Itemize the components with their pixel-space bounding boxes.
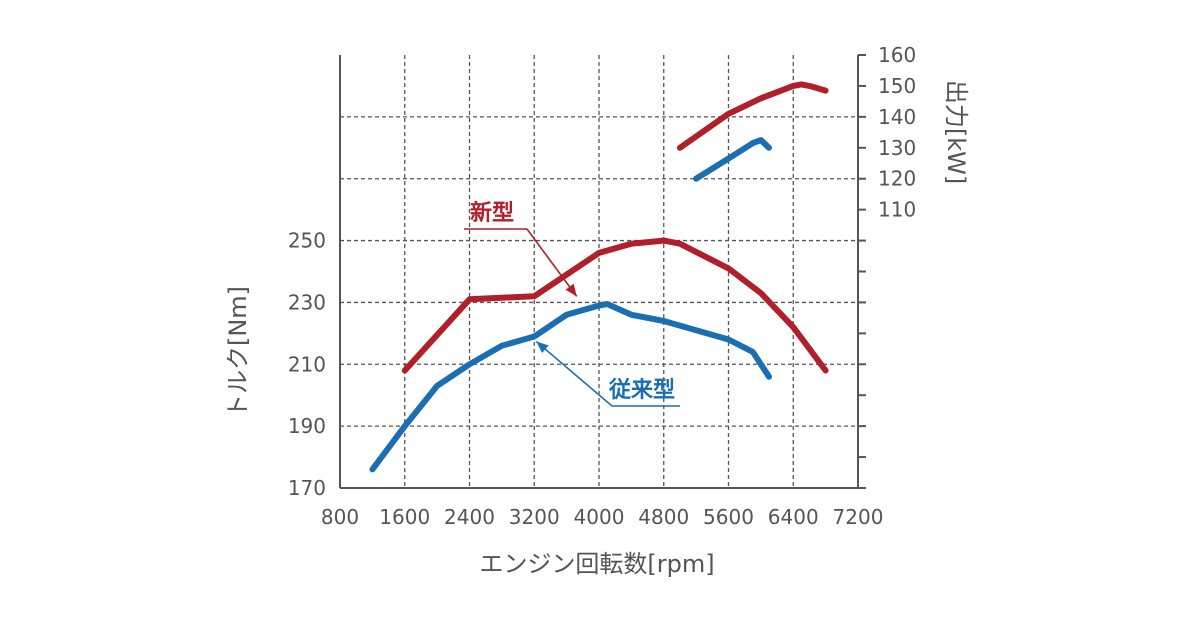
x-tick-label: 4000 — [574, 505, 625, 529]
x-tick-label: 6400 — [768, 505, 819, 529]
x-tick-label: 5600 — [703, 505, 754, 529]
y-left-tick-label: 230 — [288, 290, 326, 314]
y-axis-right-title: 出力[kW] — [942, 80, 970, 184]
annotations — [464, 228, 680, 407]
y-left-tick-label: 250 — [288, 229, 326, 253]
annotation-new-leader — [464, 228, 578, 297]
y-right-tick-label: 160 — [878, 43, 916, 67]
series-label-old: 従来型 — [608, 377, 675, 403]
x-tick-label: 7200 — [833, 505, 884, 529]
series — [369, 81, 829, 473]
torque-line-old — [369, 301, 772, 473]
grid — [339, 54, 866, 489]
torque-line-new — [401, 237, 829, 374]
annotation-old-leader — [535, 340, 680, 407]
power-line-new — [676, 81, 829, 151]
x-tick-label: 4800 — [638, 505, 689, 529]
y-right-tick-label: 120 — [878, 167, 916, 191]
power-line-old — [693, 137, 772, 182]
x-tick-label: 800 — [321, 505, 359, 529]
x-tick-label: 2400 — [444, 505, 495, 529]
y-axis-left-title: トルク[Nm] — [224, 286, 252, 418]
annotation-new-arrowhead — [565, 283, 577, 297]
y-left-tick-label: 190 — [288, 414, 326, 438]
y-right-tick-label: 150 — [878, 74, 916, 98]
x-tick-label: 1600 — [379, 505, 430, 529]
y-left-tick-label: 210 — [288, 352, 326, 376]
y-right-tick-label: 140 — [878, 105, 916, 129]
y-right-tick-label: 110 — [878, 198, 916, 222]
y-right-tick-label: 130 — [878, 136, 916, 160]
x-tick-label: 3200 — [509, 505, 560, 529]
y-left-tick-label: 170 — [288, 476, 326, 500]
annotation-old-arrowhead — [536, 341, 549, 354]
x-axis-title: エンジン回転数[rpm] — [479, 550, 714, 578]
tick-labels: 800 1600 2400 3200 4000 4800 5600 6400 7200 170 19… — [288, 43, 916, 529]
series-label-new: 新型 — [470, 200, 514, 226]
